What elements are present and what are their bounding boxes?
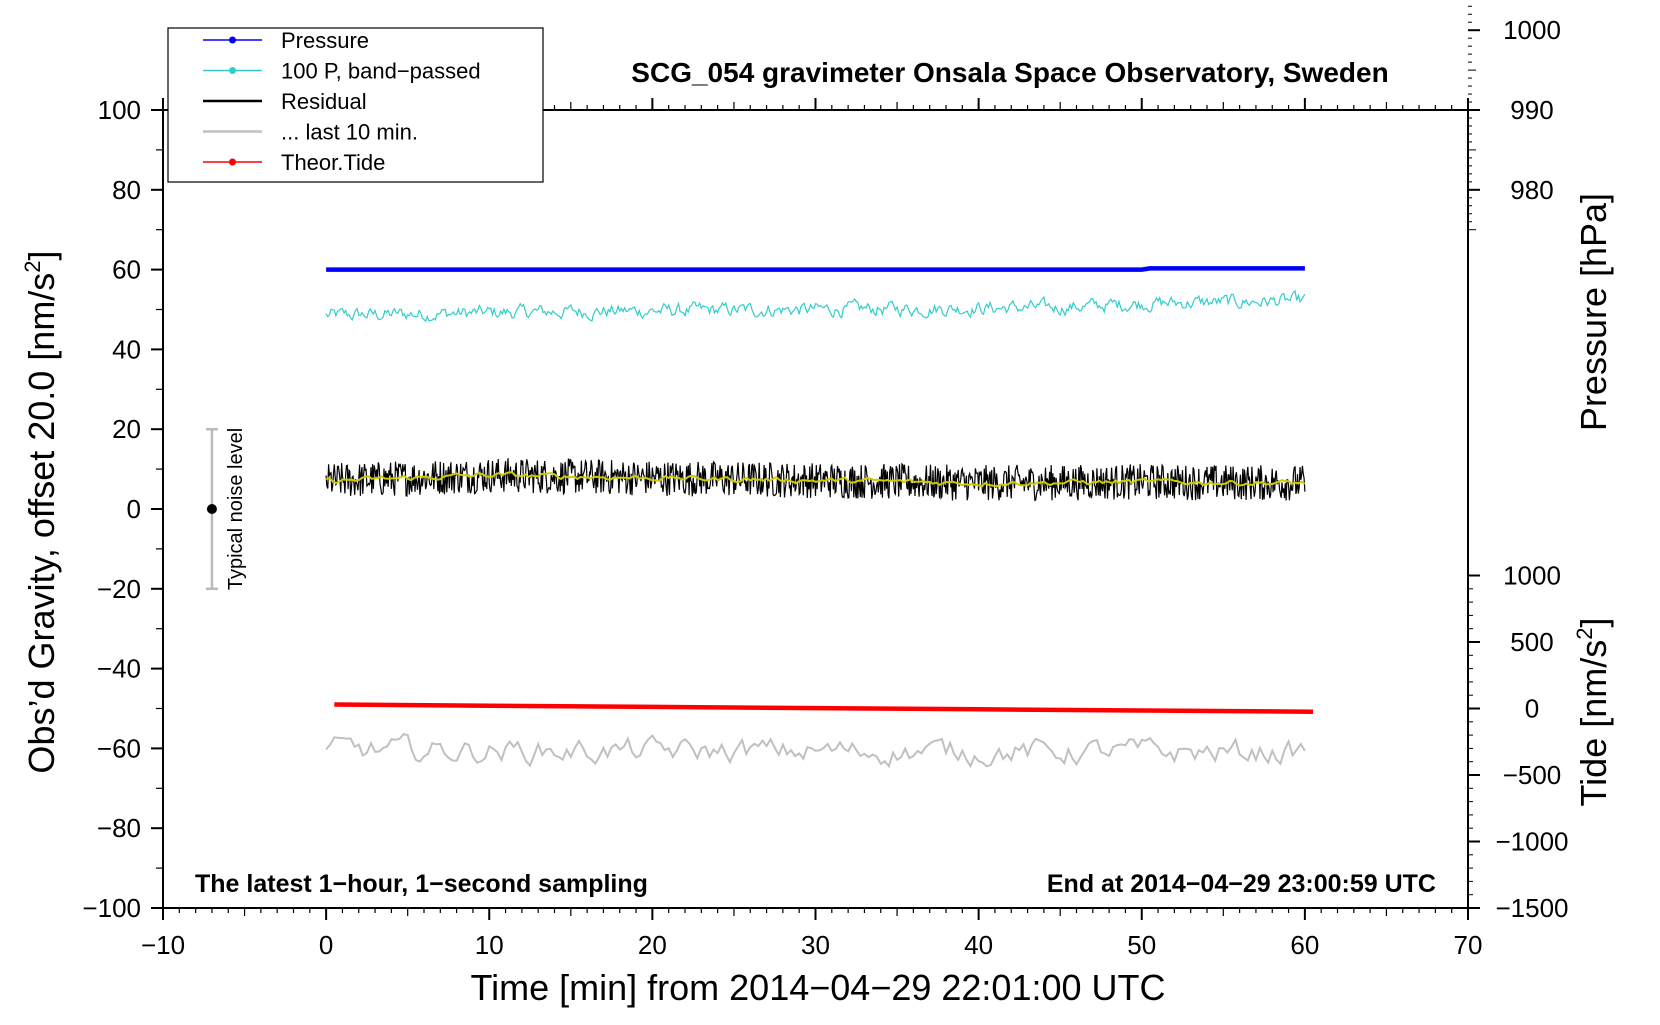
axes-layer: −10 0 10 20 30 40 50 60 70−100−80−60−40−20020406… [82,5,1569,960]
y-axis-title-left-text: Obs’d Gravity, offset 20.0 [nm/s [21,273,62,774]
x-axis-title: Time [min] from 2014−04−29 22:01:00 UTC [470,967,1165,1008]
x-tick-label: 10 [475,930,504,960]
x-tick-label: −10 [141,930,185,960]
legend-box [167,27,544,183]
x-tick-label: 20 [638,930,667,960]
y-axis-title-left-close: ] [21,250,62,260]
legend-label: Theor.Tide [281,150,385,175]
x-tick-label: 50 [1127,930,1156,960]
tide-tick-label: 500 [1510,627,1553,657]
legend-label: Residual [281,89,367,114]
y-axis-title-tide: Tide [nm/s2] [1572,618,1614,807]
pressure-tick-label: 990 [1510,95,1553,125]
x-tick-label: 40 [964,930,993,960]
x-tick-label: 70 [1454,930,1483,960]
legend: Pressure 100 P, band−passed Residual ... la… [167,27,544,183]
y-axis-title-tide-close: ] [1573,618,1614,628]
tide-tick-label: 1000 [1503,561,1561,591]
series-smoothed-residual [325,471,1306,488]
legend-label: Pressure [281,28,369,53]
y-tick-label: 60 [112,255,141,285]
y-axis-title-tide-text: Tide [nm/s [1573,640,1614,807]
legend-label: ... last 10 min. [281,120,418,145]
legend-marker [229,36,236,44]
pressure-tick-label: 980 [1510,175,1553,205]
plot-frame [162,109,1469,909]
y-tick-label: 40 [112,334,141,364]
series-pressure [326,266,1305,272]
annotation-left: The latest 1−hour, 1−second sampling [195,870,648,898]
annotation-right: End at 2014−04−29 23:00:59 UTC [1047,870,1436,898]
legend-marker [229,67,236,74]
noise-bar-label-group: Typical noise level [225,428,247,590]
series-100-p-band-passed [325,289,1306,323]
tide-tick-label: 0 [1525,694,1539,724]
y-tick-label: 20 [112,414,141,444]
y-tick-label: −80 [97,813,141,843]
noise-bar-label: Typical noise level [225,428,247,590]
noise-bar-dot [206,504,217,514]
x-tick-label: 0 [319,930,333,960]
plot-layer [325,266,1314,769]
tide-tick-label: −1500 [1495,893,1568,923]
y-axis-title-left-sup: 2 [20,260,45,272]
x-tick-label: 30 [801,930,830,960]
series-theor-tide [334,702,1314,714]
tide-tick-label: −500 [1503,760,1562,790]
y-tick-label: −100 [82,893,141,923]
y-tick-label: 0 [127,494,141,524]
svg-text:Tide [nm/s2]: Tide [nm/s2] [1572,618,1614,807]
pressure-tick-label: 1000 [1503,15,1561,45]
tide-tick-label: −1000 [1495,827,1568,857]
y-tick-label: 80 [112,175,141,205]
y-tick-label: −60 [97,733,141,763]
y-axis-title-tide-sup: 2 [1572,628,1597,640]
legend-marker [229,158,236,166]
y-axis-title-pressure-text: Pressure [hPa] [1573,193,1614,431]
y-tick-label: −40 [97,654,141,684]
x-tick-label: 60 [1290,930,1319,960]
y-axis-title-left: Obs’d Gravity, offset 20.0 [nm/s2] [20,250,62,773]
y-tick-label: 100 [98,95,141,125]
y-tick-label: −20 [97,574,141,604]
series-last-10-min [325,732,1306,769]
legend-label: 100 P, band−passed [281,59,481,84]
series-residual [325,458,1306,502]
chart-title: SCG_054 gravimeter Onsala Space Observat… [631,57,1388,88]
noise-bar: Typical noise level [205,428,247,590]
svg-text:Obs’d Gravity, offset 20.0 [nm: Obs’d Gravity, offset 20.0 [nm/s2] [20,250,62,773]
y-axis-title-pressure: Pressure [hPa] [1573,193,1614,431]
